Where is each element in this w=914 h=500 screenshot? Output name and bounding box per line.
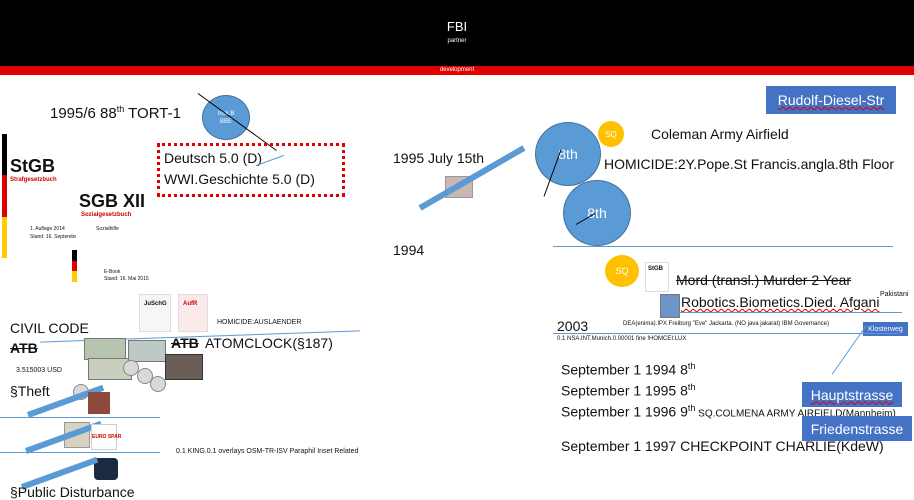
sgb-ebook: E-Book [104, 269, 121, 275]
sept-1996: September 1 1996 9th SQ.COLMENA ARMY AIR… [561, 403, 896, 420]
atb-right: ATB [171, 335, 199, 351]
sq-badge-2: SQ [605, 255, 639, 287]
sgb-date: Stand: 16. Mai 2015 [104, 276, 149, 282]
stgb-edition: 1. Auflage 2014 [30, 226, 65, 232]
separator-2 [0, 452, 160, 453]
aufr-book: AufR [178, 294, 208, 332]
stgb-icon: StGB [645, 262, 669, 292]
klosterweg-label: Klosterweg [868, 325, 903, 333]
juschg-book: JuSchG [139, 294, 171, 332]
year-1994: 1994 [393, 242, 425, 258]
king-overlay: 0.1 KING.0.1 overlays OSM-TR-ISV Paraphi… [176, 448, 359, 455]
circle-8th-top: 8th [535, 122, 601, 186]
insk-bubble-label: Insk.B BBE [218, 111, 235, 125]
atb-left: ATB [10, 340, 38, 356]
sq-badge-1: SQ [598, 121, 624, 147]
sgb-sub2: Sozialhilfe [96, 226, 119, 232]
coin-3 [150, 376, 166, 392]
aufr-title: AufR [183, 301, 198, 307]
header-subtitle: partner [447, 38, 467, 44]
history-grade: WWI.Geschichte 5.0 (D) [164, 171, 315, 187]
line-robotics [662, 312, 902, 313]
sept-1996-sup: th [687, 403, 696, 413]
separator-1 [0, 417, 160, 418]
header-bar [0, 0, 914, 66]
sgb-subtitle: Sozialgesetzbuch [81, 212, 132, 218]
circle-8th-bottom-label: 8th [587, 205, 607, 221]
stgb-subtitle: Strafgesetzbuch [10, 177, 57, 183]
homicide-line: HOMICIDE:2Y.Pope.St Francis.angla.8th Fl… [604, 156, 894, 172]
banknote-1 [84, 338, 126, 360]
friedenstrasse-label: Friedenstrasse [810, 420, 904, 437]
theft: §Theft [10, 383, 50, 399]
sept-1994-sup: th [687, 361, 696, 371]
mord-line: Mord (transl.) Murder 2 Year [676, 272, 851, 288]
coin-2 [137, 368, 153, 384]
app-icon [94, 458, 118, 480]
german-flag-stgb [2, 134, 7, 258]
juschg-title: JuSchG [144, 301, 167, 307]
street-rudolf-diesel: Rudolf-Diesel-Str [766, 86, 896, 114]
civil-code: CIVIL CODE [10, 320, 89, 336]
banknote-3 [128, 340, 166, 362]
german-flag-sgb [72, 250, 77, 282]
circle-8th-bottom: 8th [563, 180, 631, 246]
hauptstrasse-label: Hauptstrasse [810, 386, 894, 403]
euro-spar-logo: EURO SPAR [91, 424, 121, 450]
tort-sup: th [116, 104, 125, 114]
hauptstrasse-box: Hauptstrasse [802, 382, 902, 407]
coleman-airfield: Coleman Army Airfield [651, 126, 789, 142]
sept-1996-rest: SQ.COLMENA ARMY AIRFIELD(Mannheim) [695, 408, 896, 420]
tort-rest: TORT-1 [124, 105, 181, 122]
band-label: development [439, 67, 475, 73]
sept-1995: September 1 1995 8th [561, 382, 695, 399]
mord-text: Mord (transl.) Murder 2 Year [676, 272, 852, 288]
sept-1997: September 1 1997 CHECKPOINT CHARLIE(KdeW… [561, 438, 884, 454]
sept-1995-sup: th [687, 382, 696, 392]
house-image [88, 392, 110, 414]
robotics-text: Robotics.Biometics.Died. Afgani [681, 294, 880, 310]
stgb-title: StGB [10, 156, 55, 176]
stgb-icon-label: StGB [648, 266, 663, 272]
line-2003 [553, 333, 898, 334]
klosterweg-box: Klosterweg [863, 322, 908, 336]
year-2003: 2003 [557, 318, 589, 334]
sept-1994: September 1 1994 8th [561, 361, 695, 378]
robotics-line: Robotics.Biometics.Died. Afgani [681, 294, 879, 310]
homicide-auslaender: HOMICIDE:AUSLAENDER [217, 319, 302, 326]
usd-amount: 3.515003 USD [16, 367, 62, 374]
circle-8th-top-label: 8th [558, 146, 578, 162]
coin-1 [123, 360, 139, 376]
friedenstrasse-box: Friedenstrasse [802, 416, 912, 441]
street-rudolf-diesel-label: Rudolf-Diesel-Str [777, 92, 885, 108]
atomclock: ATOMCLOCK(§187) [205, 335, 333, 351]
public-disturbance: §Public Disturbance [10, 484, 135, 500]
sept-1995-text: September 1 1995 8 [561, 382, 688, 399]
sgb-title: SGB XII [79, 191, 146, 211]
german-grade: Deutsch 5.0 (D) [164, 150, 263, 166]
stgb-book: StGB Strafgesetzbuch 1. Auflage 2014 Sta… [8, 134, 91, 258]
tort-line: 1995/6 88th TORT-1 [50, 104, 181, 122]
dea-line: DEA(enima).IPX Freiburg "Eve" Jackarta. … [623, 321, 829, 327]
date-1995-july: 1995 July 15th [393, 150, 485, 166]
robotics-photo [660, 294, 680, 318]
header-title: FBI [446, 19, 468, 34]
sept-1996-text: September 1 1996 9 [561, 403, 688, 420]
stgb-date: Stand: 16. September 2014 [30, 234, 92, 240]
sgb-book: SGB XII Sozialgesetzbuch Sozialhilfe E-B… [76, 178, 150, 282]
grades-box [157, 143, 345, 197]
portrait-photo [165, 354, 203, 380]
sept-1994-text: September 1 1994 8 [561, 361, 688, 378]
red-band [0, 66, 914, 75]
tort-text: 1995/6 88 [50, 105, 117, 122]
line-1994 [553, 246, 893, 247]
nsa-line: 0.1 NSA.INT.Munich.0.00001 fine !HOMCEI:… [557, 336, 687, 342]
pakistani-label: Pakistani [880, 291, 909, 298]
